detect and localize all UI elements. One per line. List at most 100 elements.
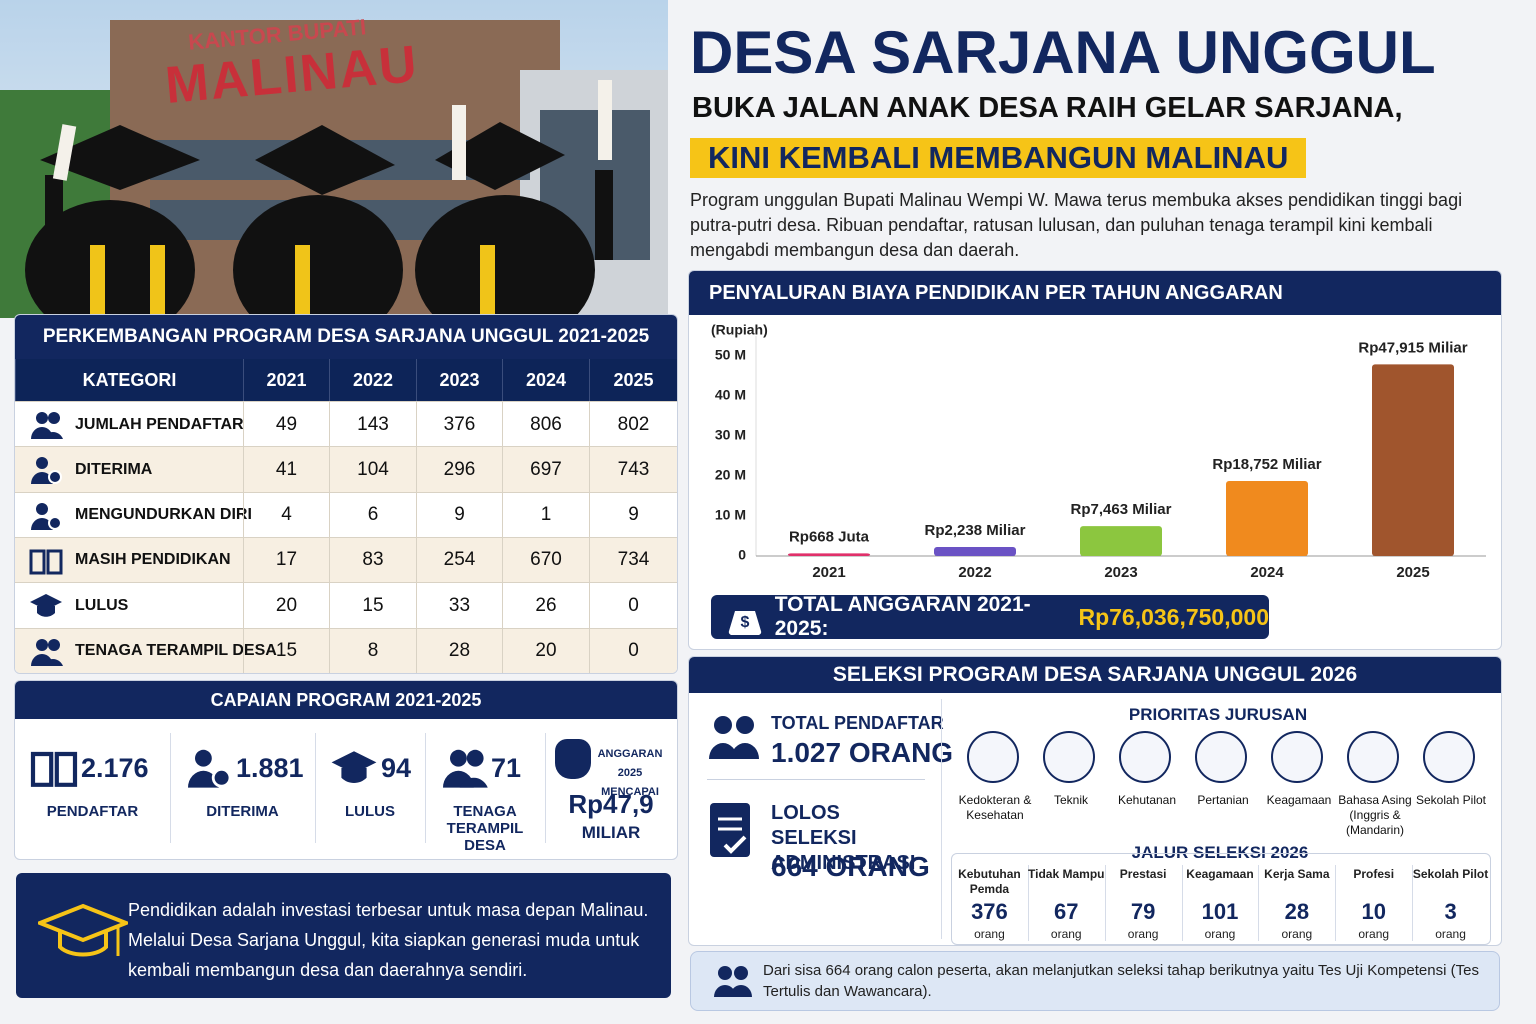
priorities-title: PRIORITAS JURUSAN — [1128, 705, 1308, 724]
svg-text:$: $ — [741, 614, 750, 631]
total-value: Rp76,036,750,000 — [1078, 603, 1269, 630]
column-header: 2022 — [329, 359, 416, 401]
photo-art — [0, 0, 668, 318]
table-cell: 254 — [416, 537, 502, 583]
table-cell: 28 — [416, 628, 502, 673]
divider — [545, 733, 546, 843]
divider — [425, 733, 426, 843]
column-header: 2024 — [502, 359, 589, 401]
divider — [707, 779, 925, 780]
table-cell: 33 — [416, 583, 502, 629]
divider — [1412, 865, 1414, 941]
priority-icon — [1119, 731, 1171, 783]
table-cell: 8 — [329, 628, 416, 673]
table-cell: 17 — [243, 537, 329, 583]
row-label: MENGUNDURKAN DIRI — [75, 506, 252, 524]
icon-part — [48, 470, 62, 485]
bar — [1372, 364, 1454, 556]
priority-name: Kedokteran & Kesehatan — [958, 793, 1032, 822]
highlight: KINI KEMBALI MEMBANGUN MALINAU — [690, 138, 1307, 178]
budget-value: Rp47,9 — [568, 789, 654, 819]
table-cell: 1 — [502, 492, 589, 538]
achievement-label: PENDAFTAR — [46, 803, 139, 820]
icon — [331, 751, 377, 784]
bar — [1226, 480, 1308, 556]
table-cell: 4 — [243, 492, 329, 538]
budget-unit: MILIAR — [581, 823, 641, 842]
budget-icon — [555, 739, 591, 779]
path-unit: orang — [974, 927, 1005, 941]
value-label: Rp668 Juta — [789, 528, 870, 545]
row-label: LULUS — [75, 596, 129, 614]
icon-part — [188, 770, 219, 788]
table-cell: 26 — [502, 583, 589, 629]
icon-part — [331, 751, 377, 774]
y-tick-label: 40 M — [715, 387, 746, 403]
table-cell: 15 — [329, 583, 416, 629]
table-row: MENGUNDURKAN DIRI 4 6 9 1 9 — [15, 491, 677, 538]
divider — [941, 699, 942, 939]
chart-panel: PENYALURAN BIAYA PENDIDIKAN PER TAHUN AN… — [688, 270, 1502, 650]
path-name: Kebutuhan Pemda — [958, 867, 1021, 896]
table-cell: 0 — [589, 583, 677, 629]
priority-name: Pertanian — [1197, 793, 1249, 807]
achievement-value: 1.881 — [236, 753, 304, 783]
row-label: TENAGA TERAMPIL DESA — [75, 642, 277, 659]
icon — [443, 749, 488, 788]
table-cell: 83 — [329, 537, 416, 583]
table-cell: 296 — [416, 447, 502, 493]
table-cell: 20 — [243, 583, 329, 629]
table-cell: 806 — [502, 402, 589, 447]
table-panel: PERKEMBANGAN PROGRAM DESA SARJANA UNGGUL… — [14, 314, 678, 674]
path-count: 3 — [1444, 899, 1457, 924]
priority-name: Keagamaan — [1266, 793, 1332, 807]
clipboard-icon — [710, 803, 750, 857]
y-tick-label: 30 M — [715, 427, 746, 443]
path-name: Prestasi — [1119, 867, 1167, 881]
paths-title: JALUR SELEKSI 2026 — [1131, 843, 1309, 862]
priority-name: Sekolah Pilot — [1415, 793, 1487, 807]
table-cell: 9 — [589, 492, 677, 538]
table-row: TENAGA TERAMPIL DESA 15 8 28 20 0 — [15, 627, 677, 673]
path-name: Kerja Sama — [1264, 867, 1330, 881]
icon-part — [36, 457, 48, 470]
icon-part — [459, 777, 488, 788]
priority-icon — [1195, 731, 1247, 783]
x-tick-label: 2021 — [812, 564, 845, 581]
icon-part — [29, 549, 63, 575]
paths-box — [951, 853, 1491, 945]
table-row: JUMLAH PENDAFTAR 49 143 376 806 802 — [15, 401, 677, 447]
icon-part — [31, 472, 53, 485]
admin-value: 664 ORANG — [771, 851, 930, 882]
path-unit: orang — [1050, 927, 1082, 941]
bar — [788, 553, 870, 556]
value-label: Rp18,752 Miliar — [1212, 456, 1321, 473]
total-applicants-label: TOTAL PENDAFTAR — [771, 713, 944, 733]
intro: Program unggulan Bupati Malinau Wempi W.… — [690, 190, 1463, 260]
icon — [31, 412, 63, 439]
row-label: DITERIMA — [75, 460, 153, 478]
table-cell: 0 — [589, 628, 677, 673]
path-count: 376 — [971, 899, 1008, 924]
note-text: Dari sisa 664 orang calon peserta, akan … — [763, 962, 1479, 1000]
icon-part — [43, 658, 63, 666]
icon-part — [48, 412, 60, 424]
icon-part — [36, 638, 48, 651]
quote-icon — [38, 903, 128, 957]
table-cell: 743 — [589, 447, 677, 493]
divider — [1027, 865, 1029, 941]
quote-box: Pendidikan adalah investasi terbesar unt… — [16, 873, 671, 998]
path-count: 101 — [1201, 899, 1239, 924]
icon — [30, 594, 62, 617]
path-name: Sekolah Pilot — [1412, 867, 1489, 881]
achievements-title: CAPAIAN PROGRAM 2021-2025 — [15, 681, 677, 719]
divider — [1335, 865, 1337, 941]
x-tick-label: 2022 — [958, 564, 991, 581]
priority-icon — [1423, 731, 1475, 783]
y-tick-label: 20 M — [715, 467, 746, 483]
table-cell: 802 — [589, 402, 677, 447]
admin-label: LOLOS SELEKSI ADMINISTRASI — [771, 802, 916, 874]
icon-part — [466, 749, 484, 767]
icon-part — [30, 751, 78, 787]
note-icon — [714, 966, 752, 997]
